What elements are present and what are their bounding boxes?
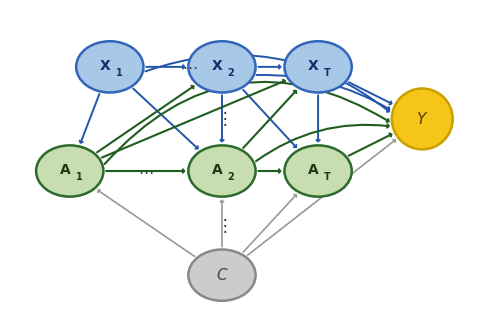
Text: $\mathbf{T}$: $\mathbf{T}$ — [323, 66, 331, 78]
Text: $\mathbf{2}$: $\mathbf{2}$ — [227, 66, 235, 78]
Ellipse shape — [188, 41, 256, 92]
Text: $\mathbf{T}$: $\mathbf{T}$ — [323, 170, 331, 182]
Text: $\mathbf{X}$: $\mathbf{X}$ — [212, 59, 224, 73]
Text: $\cdots$: $\cdots$ — [138, 164, 154, 178]
Text: $\mathbf{1}$: $\mathbf{1}$ — [115, 66, 123, 78]
Text: $\mathbf{X}$: $\mathbf{X}$ — [308, 59, 320, 73]
Text: $\mathit{Y}$: $\mathit{Y}$ — [416, 111, 429, 127]
Ellipse shape — [284, 41, 352, 92]
Text: $\mathbf{2}$: $\mathbf{2}$ — [227, 170, 235, 182]
Ellipse shape — [76, 41, 144, 92]
Ellipse shape — [284, 145, 352, 197]
Text: $\cdots$: $\cdots$ — [182, 59, 198, 74]
Text: $\mathbf{A}$: $\mathbf{A}$ — [59, 163, 72, 177]
Ellipse shape — [36, 145, 103, 197]
Ellipse shape — [188, 250, 256, 301]
Text: $\vdots$: $\vdots$ — [216, 216, 227, 235]
Text: $\mathbf{A}$: $\mathbf{A}$ — [211, 163, 224, 177]
Text: $\mathbf{1}$: $\mathbf{1}$ — [74, 170, 83, 182]
Ellipse shape — [392, 89, 453, 149]
Ellipse shape — [188, 145, 256, 197]
Text: $\vdots$: $\vdots$ — [216, 109, 227, 128]
Text: $\mathbf{A}$: $\mathbf{A}$ — [308, 163, 320, 177]
Text: $\mathit{C}$: $\mathit{C}$ — [215, 267, 228, 283]
Text: $\mathbf{X}$: $\mathbf{X}$ — [99, 59, 112, 73]
